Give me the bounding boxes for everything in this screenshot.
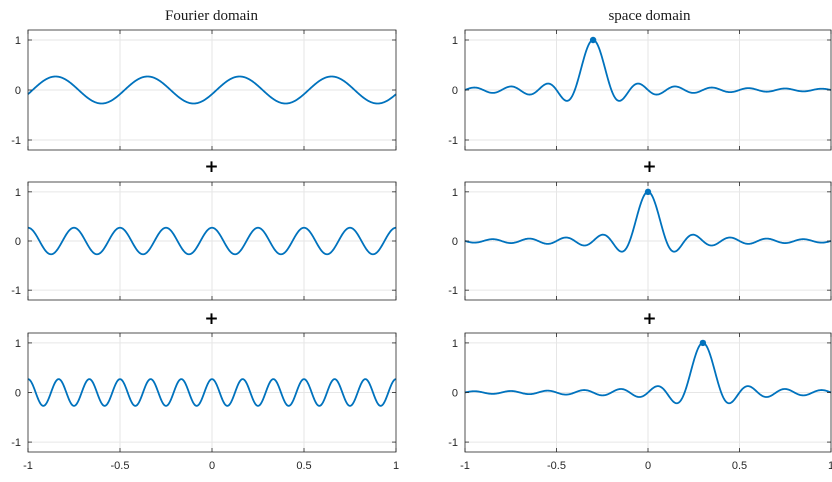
- y-tick-label: -1: [11, 285, 21, 297]
- panel-space-2: 1 0 -1: [448, 181, 832, 301]
- x-tick-label: 0: [209, 460, 215, 472]
- peak-marker: [699, 339, 707, 347]
- x-tick-label: -1: [23, 460, 33, 472]
- x-tick-label: 0.5: [732, 460, 747, 472]
- y-tick-label: 1: [452, 187, 458, 199]
- series-line-0: [464, 342, 832, 405]
- x-tick-label: -0.5: [111, 460, 130, 472]
- plus-sign-left-2: +: [204, 309, 218, 329]
- panel-fourier-2: 1 0 -1: [11, 181, 397, 301]
- x-tick-label: 0.5: [296, 460, 311, 472]
- y-tick-label: -1: [448, 437, 458, 449]
- y-tick-label: -1: [448, 135, 458, 147]
- y-tick-label: -1: [448, 285, 458, 297]
- panel-fourier-3: 1 0 -1-1 -0.5 0 0.5 1: [11, 332, 399, 472]
- y-tick-label: 1: [452, 338, 458, 350]
- panel-space-1: 1 0 -1: [448, 29, 832, 151]
- y-tick-label: 0: [452, 388, 458, 400]
- y-tick-label: -1: [11, 437, 21, 449]
- y-tick-label: -1: [11, 135, 21, 147]
- series-line-0: [27, 226, 397, 256]
- y-tick-label: 0: [452, 236, 458, 248]
- y-tick-label: 1: [15, 338, 21, 350]
- peak-marker: [644, 188, 652, 196]
- y-tick-label: 0: [452, 85, 458, 97]
- y-tick-label: 1: [15, 35, 21, 47]
- series-line-0: [27, 378, 397, 407]
- space-domain-title: space domain: [608, 8, 691, 24]
- panel-fourier-1: 1 0 -1: [11, 29, 397, 151]
- panel-space-3: 1 0 -1-1 -0.5 0 0.5 1: [448, 332, 832, 472]
- y-tick-label: 0: [15, 236, 21, 248]
- y-tick-label: 1: [452, 35, 458, 47]
- plus-sign-right-1: +: [642, 157, 656, 177]
- series-line-0: [27, 75, 397, 105]
- x-tick-label: -1: [460, 460, 470, 472]
- peak-marker: [589, 36, 597, 44]
- fourier-domain-title: Fourier domain: [165, 8, 258, 24]
- plus-sign-left-1: +: [204, 157, 218, 177]
- x-tick-label: -0.5: [547, 460, 566, 472]
- x-tick-label: 1: [828, 460, 832, 472]
- plus-sign-right-2: +: [642, 309, 656, 329]
- series-line-0: [464, 39, 832, 102]
- x-tick-label: 0: [645, 460, 651, 472]
- y-tick-label: 1: [15, 187, 21, 199]
- y-tick-label: 0: [15, 388, 21, 400]
- y-tick-label: 0: [15, 85, 21, 97]
- x-tick-label: 1: [393, 460, 399, 472]
